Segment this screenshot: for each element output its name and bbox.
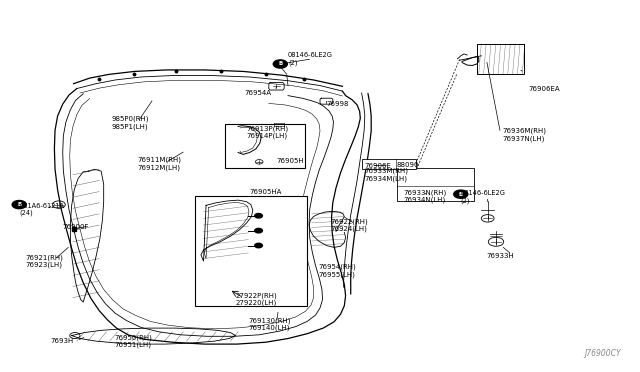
Text: 27922P(RH)
279220(LH): 27922P(RH) 279220(LH) — [236, 292, 277, 307]
Circle shape — [255, 228, 262, 233]
Text: 769130(RH)
769140(LH): 769130(RH) 769140(LH) — [248, 317, 291, 331]
Text: B: B — [459, 192, 463, 197]
Text: 76933H: 76933H — [486, 253, 514, 259]
Bar — [195, 196, 307, 306]
Text: 76905H: 76905H — [276, 158, 304, 164]
Text: 08146-6LE2G
(2): 08146-6LE2G (2) — [461, 190, 506, 204]
Text: 76922(RH)
76924(LH): 76922(RH) 76924(LH) — [330, 218, 368, 232]
Text: 76954(RH)
76955(LH): 76954(RH) 76955(LH) — [319, 264, 356, 278]
Text: 76933N(RH)
76934N(LH): 76933N(RH) 76934N(LH) — [403, 189, 447, 203]
Text: 76913P(RH)
76914P(LH): 76913P(RH) 76914P(LH) — [246, 125, 289, 139]
Text: 76905HA: 76905HA — [250, 189, 282, 195]
Text: 76933M(RH)
76934M(LH): 76933M(RH) 76934M(LH) — [365, 168, 409, 182]
Text: J76900CY: J76900CY — [584, 349, 621, 358]
Text: 76936M(RH)
76937N(LH): 76936M(RH) 76937N(LH) — [502, 128, 547, 142]
Text: 08146-6LE2G
(2): 08146-6LE2G (2) — [288, 52, 333, 65]
Text: B: B — [278, 61, 282, 67]
Text: B: B — [17, 202, 21, 207]
Text: 081A6-6121A
(24): 081A6-6121A (24) — [19, 203, 64, 216]
Circle shape — [255, 214, 262, 218]
Circle shape — [273, 60, 287, 68]
Text: 7693H: 7693H — [50, 339, 73, 344]
Text: 76906EA: 76906EA — [529, 86, 560, 92]
Circle shape — [255, 243, 262, 248]
Circle shape — [454, 190, 468, 198]
Bar — [477, 44, 524, 74]
Text: 76954A: 76954A — [244, 90, 271, 96]
Text: 76950(RH)
76951(LH): 76950(RH) 76951(LH) — [114, 334, 152, 349]
Bar — [397, 168, 474, 201]
Text: 88090: 88090 — [397, 162, 419, 168]
Circle shape — [12, 201, 26, 209]
Text: 76911M(RH)
76912M(LH): 76911M(RH) 76912M(LH) — [138, 157, 182, 171]
Bar — [362, 159, 416, 169]
Bar — [225, 124, 305, 168]
Text: 76921(RH)
76923(LH): 76921(RH) 76923(LH) — [26, 254, 63, 268]
Text: 76906E: 76906E — [365, 163, 392, 169]
Text: 985P0(RH)
985P1(LH): 985P0(RH) 985P1(LH) — [112, 116, 150, 130]
Text: 76998: 76998 — [326, 101, 349, 107]
Text: 76900F: 76900F — [63, 224, 89, 230]
